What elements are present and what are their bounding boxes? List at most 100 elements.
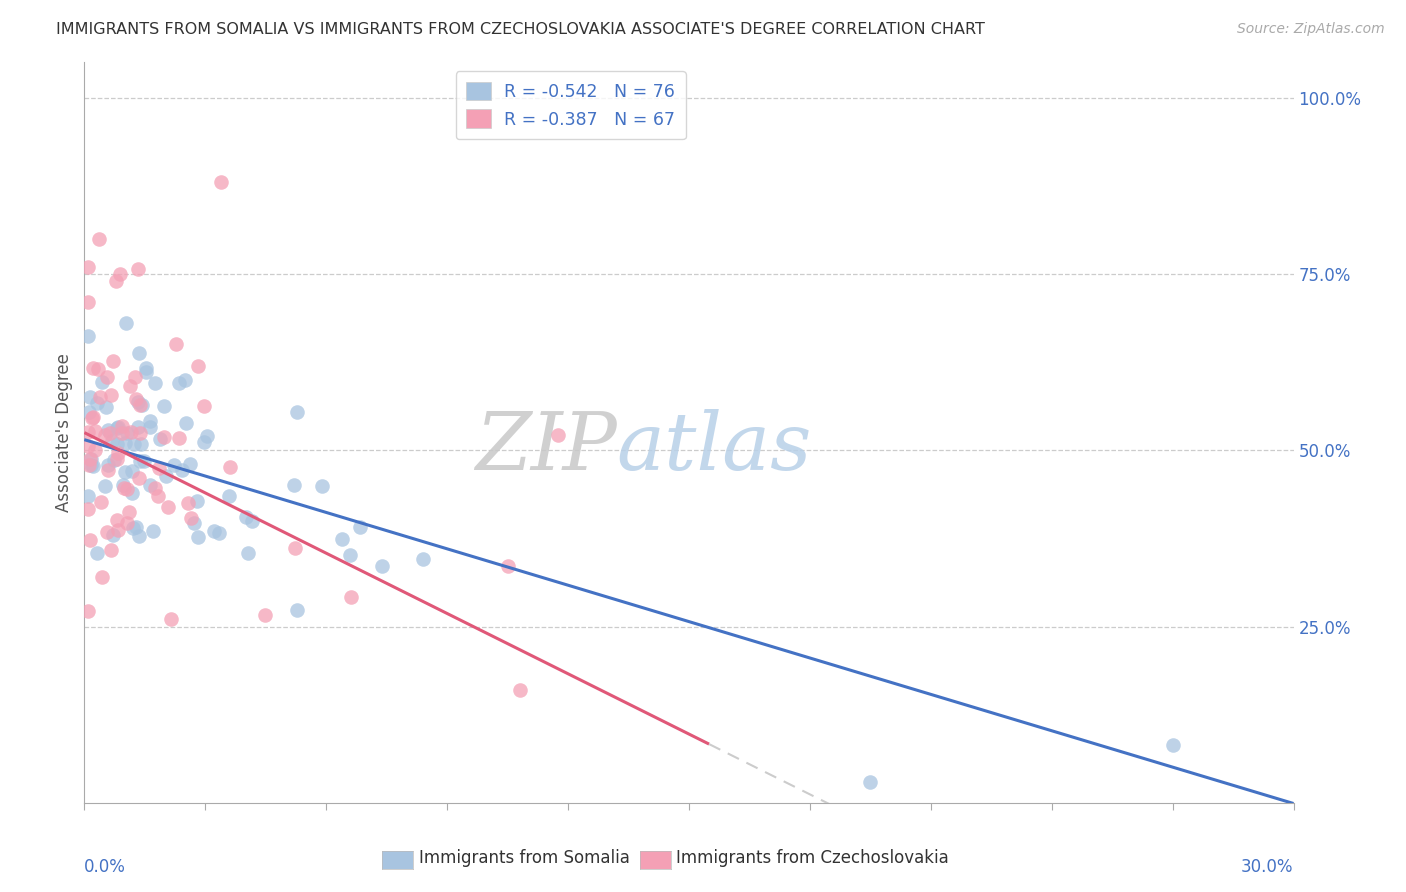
Point: [112, 481, 135, 495]
Point: [110, 267, 132, 281]
Point: [94, 428, 117, 442]
Point: [509, 683, 531, 698]
Text: Source: ZipAtlas.com: Source: ZipAtlas.com: [1237, 22, 1385, 37]
Point: [103, 453, 125, 467]
Point: [111, 418, 134, 433]
Point: [169, 376, 191, 390]
Point: [547, 427, 569, 442]
Point: [91, 375, 114, 389]
Point: [104, 274, 127, 288]
Point: [186, 494, 208, 508]
Point: [311, 479, 333, 493]
Point: [124, 519, 146, 533]
Point: [118, 378, 141, 392]
Point: [86, 546, 108, 560]
Point: [174, 373, 197, 387]
Point: [135, 365, 157, 379]
Point: [105, 437, 128, 451]
Point: [153, 399, 176, 413]
Point: [89, 390, 111, 404]
Point: [77, 425, 100, 439]
Point: [77, 604, 100, 618]
Text: 30.0%: 30.0%: [1241, 858, 1294, 876]
Point: [177, 496, 200, 510]
Point: [105, 513, 128, 527]
Point: [77, 502, 100, 516]
Point: [180, 511, 202, 525]
Point: [412, 552, 434, 566]
Point: [129, 454, 152, 468]
Point: [127, 395, 149, 409]
Point: [254, 607, 277, 622]
Point: [193, 434, 215, 449]
Point: [148, 489, 170, 503]
Point: [82, 458, 104, 473]
Point: [96, 524, 118, 539]
Point: [124, 369, 146, 384]
Point: [86, 361, 108, 376]
Point: [143, 376, 166, 391]
Point: [139, 414, 162, 428]
Point: [90, 495, 112, 509]
Point: [84, 424, 107, 438]
Point: [79, 391, 101, 405]
Point: [115, 425, 138, 440]
Point: [77, 405, 100, 419]
Text: Immigrants from Czechoslovakia: Immigrants from Czechoslovakia: [676, 849, 949, 867]
Point: [80, 411, 103, 425]
Point: [287, 603, 309, 617]
Point: [127, 419, 149, 434]
Point: [114, 316, 136, 330]
Point: [496, 559, 519, 574]
Point: [77, 329, 100, 343]
Point: [165, 337, 187, 351]
Point: [82, 361, 104, 376]
Point: [80, 451, 103, 466]
Point: [107, 446, 129, 460]
Point: [283, 478, 305, 492]
Point: [129, 437, 152, 451]
Point: [93, 479, 115, 493]
Point: [103, 354, 125, 368]
Point: [193, 399, 215, 413]
Point: [284, 541, 307, 556]
Y-axis label: Associate's Degree: Associate's Degree: [55, 353, 73, 512]
Point: [1161, 738, 1184, 752]
Point: [172, 463, 194, 477]
Point: [285, 405, 308, 419]
Point: [183, 516, 205, 531]
Point: [162, 458, 184, 473]
Point: [90, 570, 112, 584]
Point: [128, 346, 150, 360]
Point: [209, 175, 232, 189]
Point: [187, 359, 209, 373]
Point: [156, 500, 179, 514]
Point: [125, 392, 148, 406]
Point: [235, 509, 257, 524]
Point: [121, 485, 143, 500]
Point: [139, 478, 162, 492]
Point: [118, 505, 141, 519]
Point: [155, 469, 177, 483]
Point: [370, 559, 392, 574]
Point: [128, 529, 150, 543]
Point: [179, 457, 201, 471]
Point: [859, 774, 882, 789]
Point: [96, 369, 118, 384]
Point: [134, 454, 156, 468]
Point: [101, 434, 124, 449]
Point: [82, 409, 104, 424]
Point: [135, 361, 157, 376]
Point: [202, 524, 225, 538]
Point: [77, 439, 100, 453]
Text: 0.0%: 0.0%: [84, 858, 127, 876]
Point: [100, 388, 122, 402]
Point: [122, 436, 145, 450]
Point: [80, 458, 103, 472]
Point: [131, 398, 153, 412]
Point: [77, 260, 100, 274]
Point: [340, 591, 363, 605]
Point: [128, 471, 150, 485]
Point: [197, 429, 219, 443]
Point: [187, 530, 209, 544]
